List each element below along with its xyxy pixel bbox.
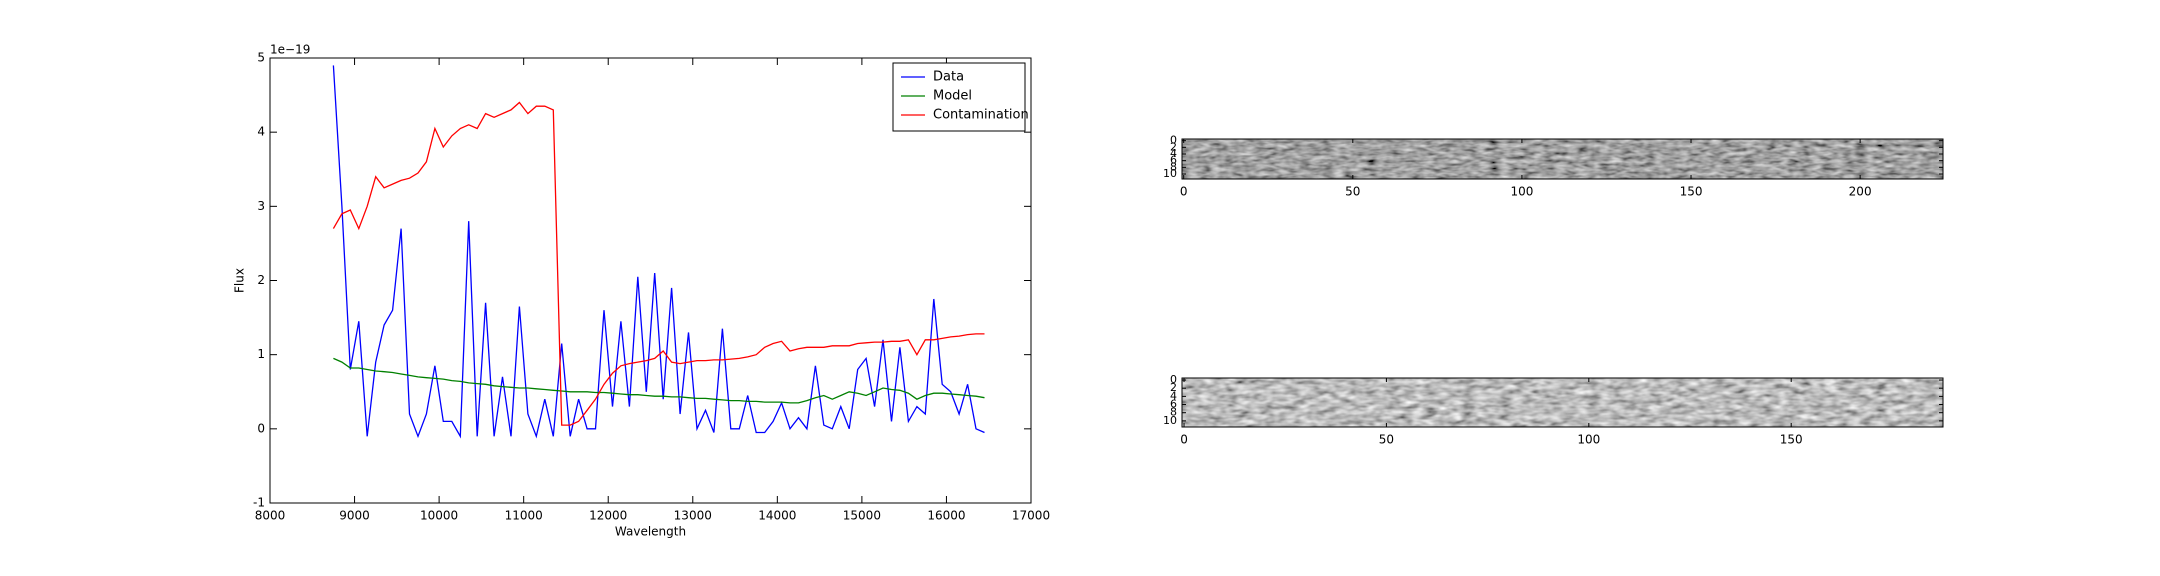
x-tick-label: 15000 [843,509,881,523]
y-tick-label: 2 [257,273,265,287]
image-strip [1182,139,1943,179]
y-tick-label: 4 [1170,389,1177,402]
y-tick-label: 10 [1163,414,1177,427]
x-tick-label: 12000 [589,509,627,523]
x-tick-label: 100 [1577,433,1600,447]
x-tick-label: 100 [1510,185,1533,199]
x-tick-label: 13000 [674,509,712,523]
x-tick-label: 0 [1180,185,1188,199]
x-tick-label: 10000 [420,509,458,523]
y-tick-label: 6 [1170,154,1177,167]
y-tick-label: 6 [1170,398,1177,411]
legend-label: Data [933,70,964,85]
x-tick-label: 17000 [1012,509,1050,523]
y-tick-label: 1 [257,347,265,361]
axes-frame [1181,377,1944,428]
axes-frame [269,57,1032,504]
image-strip [1182,378,1943,427]
y-tick-label: 2 [1170,381,1177,394]
y-tick-label: 0 [257,421,265,435]
y-tick-label: 4 [1170,147,1177,160]
y-tick-label: 0 [1170,373,1177,386]
y-tick-label: 8 [1170,406,1177,419]
y-tick-label: 0 [1170,134,1177,147]
x-tick-label: 50 [1379,433,1394,447]
data-line [333,357,985,404]
x-tick-label: 11000 [505,509,543,523]
y-tick-label: 4 [257,125,265,139]
x-tick-label: 8000 [255,509,286,523]
legend-label: Contamination [933,108,1029,123]
y-tick-label: 3 [257,199,265,213]
y-tick-label: 5 [257,51,265,65]
y-tick-label: 8 [1170,160,1177,173]
y-tick-label: -1 [253,496,265,510]
x-tick-label: 50 [1345,185,1360,199]
x-tick-label: 200 [1849,185,1872,199]
y-tick-label: 10 [1163,167,1177,180]
x-tick-label: 150 [1680,185,1703,199]
x-tick-label: 150 [1780,433,1803,447]
data-line [332,65,985,439]
x-tick-label: 14000 [758,509,796,523]
legend-box [892,62,1026,132]
y-tick-label: 2 [1170,140,1177,153]
legend-label: Model [933,89,972,104]
x-tick-label: 0 [1180,433,1188,447]
x-tick-label: 9000 [339,509,370,523]
axes-frame [1181,138,1944,180]
y-axis-label: Flux [233,268,247,293]
x-tick-label: 16000 [927,509,965,523]
x-axis-label: Wavelength [615,525,686,539]
offset-label: 1e−19 [270,43,310,57]
data-line [332,101,985,426]
